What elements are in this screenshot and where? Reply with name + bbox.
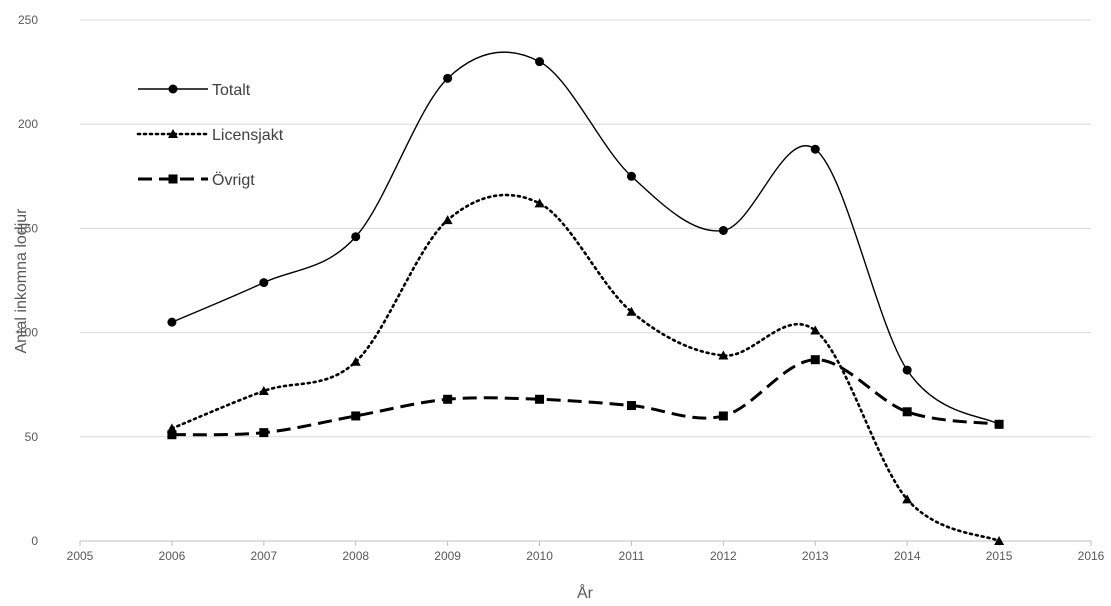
data-point (810, 325, 821, 335)
legend-marker (168, 84, 178, 94)
x-tick-label: 2007 (250, 549, 277, 563)
data-point (442, 215, 453, 225)
data-point (443, 394, 453, 404)
legend-item: Totalt (138, 82, 251, 99)
data-point (902, 407, 912, 417)
data-point (534, 198, 545, 208)
data-point (718, 225, 728, 235)
series-layer (166, 51, 1005, 545)
data-point (351, 232, 361, 242)
data-point (350, 356, 361, 366)
data-point (258, 385, 269, 395)
series-line (170, 193, 1001, 543)
x-tick-label: 2005 (67, 549, 94, 563)
legend-item: Övrigt (138, 171, 255, 189)
y-tick-label: 200 (18, 117, 38, 131)
data-point (535, 394, 545, 404)
data-point (351, 411, 361, 421)
x-tick-label: 2013 (802, 549, 829, 563)
legend-label: Övrigt (212, 171, 255, 189)
y-tick-label: 50 (25, 430, 39, 444)
data-point (902, 365, 912, 375)
data-point (994, 536, 1005, 545)
x-tick-label: 2012 (710, 549, 737, 563)
x-tick-label: 2010 (526, 549, 553, 563)
x-axis-title: År (577, 583, 594, 602)
y-axis-title: Antal inkomna lodjur (13, 208, 30, 354)
legend: Totalt Licensjakt Övrigt (136, 82, 284, 189)
data-point (167, 317, 177, 327)
data-point (259, 278, 269, 288)
legend-item: Licensjakt (136, 127, 284, 144)
legend-label: Totalt (212, 82, 251, 99)
x-tick-label: 2014 (894, 549, 921, 563)
data-point (994, 419, 1004, 429)
x-tick-label: 2009 (434, 549, 461, 563)
legend-marker (168, 129, 178, 138)
series-totalt (167, 51, 1004, 429)
data-point (443, 73, 453, 83)
series--vrigt (167, 355, 1004, 440)
y-tick-label: 100 (18, 326, 38, 340)
data-point (626, 306, 637, 316)
data-point (259, 428, 269, 438)
y-tick-label: 150 (18, 221, 38, 235)
y-tick-label: 0 (31, 534, 38, 548)
legend-marker (168, 174, 178, 184)
axis-layer: 0 50 100 150 200 250 2005 2006 2007 2008 2009 2010 2… (18, 13, 1105, 563)
x-tick-label: 2011 (619, 549, 645, 563)
x-tick-label: 2016 (1078, 549, 1105, 563)
x-tick-label: 2015 (986, 549, 1013, 563)
data-point (535, 57, 545, 67)
grid-layer (80, 19, 1091, 438)
data-point (718, 350, 729, 360)
data-point (167, 430, 177, 440)
data-point (810, 355, 820, 365)
series-line (171, 51, 1000, 425)
data-point (626, 401, 636, 411)
data-point (810, 144, 820, 154)
y-tick-label: 250 (18, 13, 38, 27)
series-line (171, 358, 1000, 437)
data-point (626, 171, 636, 181)
x-tick-label: 2006 (159, 549, 186, 563)
data-point (902, 494, 913, 504)
series-licensjakt (166, 193, 1005, 545)
x-tick-label: 2008 (342, 549, 369, 563)
data-point (718, 411, 728, 421)
legend-label: Licensjakt (212, 127, 284, 144)
data-point (166, 423, 177, 433)
